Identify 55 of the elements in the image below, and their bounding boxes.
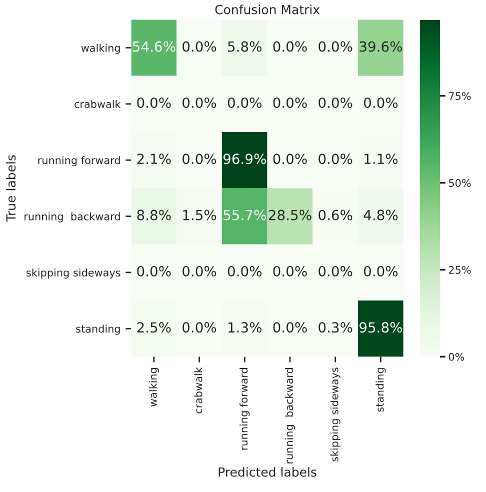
y-axis-title: True labels — [6, 155, 16, 222]
data-label: 54.6% — [132, 41, 176, 52]
data-label: 0.0% — [318, 266, 352, 276]
data-label: 0.0% — [137, 266, 171, 276]
data-label: 96.9% — [223, 154, 266, 164]
x-tick-label: walking — [148, 368, 159, 407]
data-label: 0.0% — [318, 154, 352, 164]
data-label: 0.0% — [273, 97, 307, 108]
data-label: 28.5% — [268, 210, 312, 220]
y-tick-label: skipping sideways — [26, 268, 120, 279]
x-tick-label: running backward — [284, 368, 296, 464]
data-label: 8.8% — [137, 210, 171, 220]
data-label: 4.8% — [364, 210, 398, 220]
color-bar-label: 75% — [449, 92, 471, 100]
data-label: 0.0% — [182, 97, 216, 108]
data-label: 1.5% — [183, 210, 216, 220]
y-tick-label: walking — [81, 44, 120, 54]
data-label: 0.0% — [228, 266, 262, 276]
data-label: 0.0% — [273, 41, 307, 52]
data-label: 0.0% — [137, 97, 171, 108]
y-tick-label: crabwalk — [74, 100, 121, 108]
data-label: 39.6% — [360, 41, 402, 52]
data-label: 2.5% — [137, 322, 171, 333]
data-label: 95.8% — [360, 322, 402, 333]
data-label: 0.0% — [273, 154, 307, 164]
data-label: 0.0% — [182, 322, 216, 333]
color-bar-label: 0% — [448, 352, 464, 361]
data-label: 0.0% — [364, 266, 398, 276]
data-label: 1.1% — [364, 154, 398, 164]
data-label: 0.0% — [182, 41, 216, 52]
data-label: 5.8% — [228, 41, 262, 52]
x-tick-label: crabwalk — [194, 367, 202, 414]
data-label: 0.0% — [273, 322, 307, 333]
data-label: 2.1% — [137, 154, 171, 164]
data-label: 0.0% — [182, 154, 216, 164]
data-label: 0.0% — [364, 97, 398, 108]
data-label: 55.7% — [224, 210, 266, 220]
color-bar-label: 50% — [448, 179, 471, 187]
x-tick-label: running forward — [240, 368, 250, 450]
y-tick-label: standing — [76, 324, 120, 335]
data-label: 0.0% — [273, 266, 307, 276]
y-tick-label: running forward — [38, 156, 120, 166]
data-label: 0.0% — [182, 266, 216, 276]
data-label: 0.6% — [318, 210, 352, 220]
y-tick-label: running backward — [24, 212, 120, 222]
color-bar-label: 25% — [448, 266, 471, 274]
x-axis-title: Predicted labels — [218, 467, 316, 477]
data-label: 0.0% — [318, 41, 352, 52]
chart-title: Confusion Matrix — [215, 4, 320, 14]
x-tick-label: skipping sideways — [330, 368, 340, 462]
data-label: 0.3% — [318, 322, 352, 333]
data-label: 1.3% — [228, 322, 262, 333]
data-label: 0.0% — [318, 97, 352, 108]
data-label: 0.0% — [228, 97, 262, 108]
x-tick-label: standing — [376, 368, 386, 412]
